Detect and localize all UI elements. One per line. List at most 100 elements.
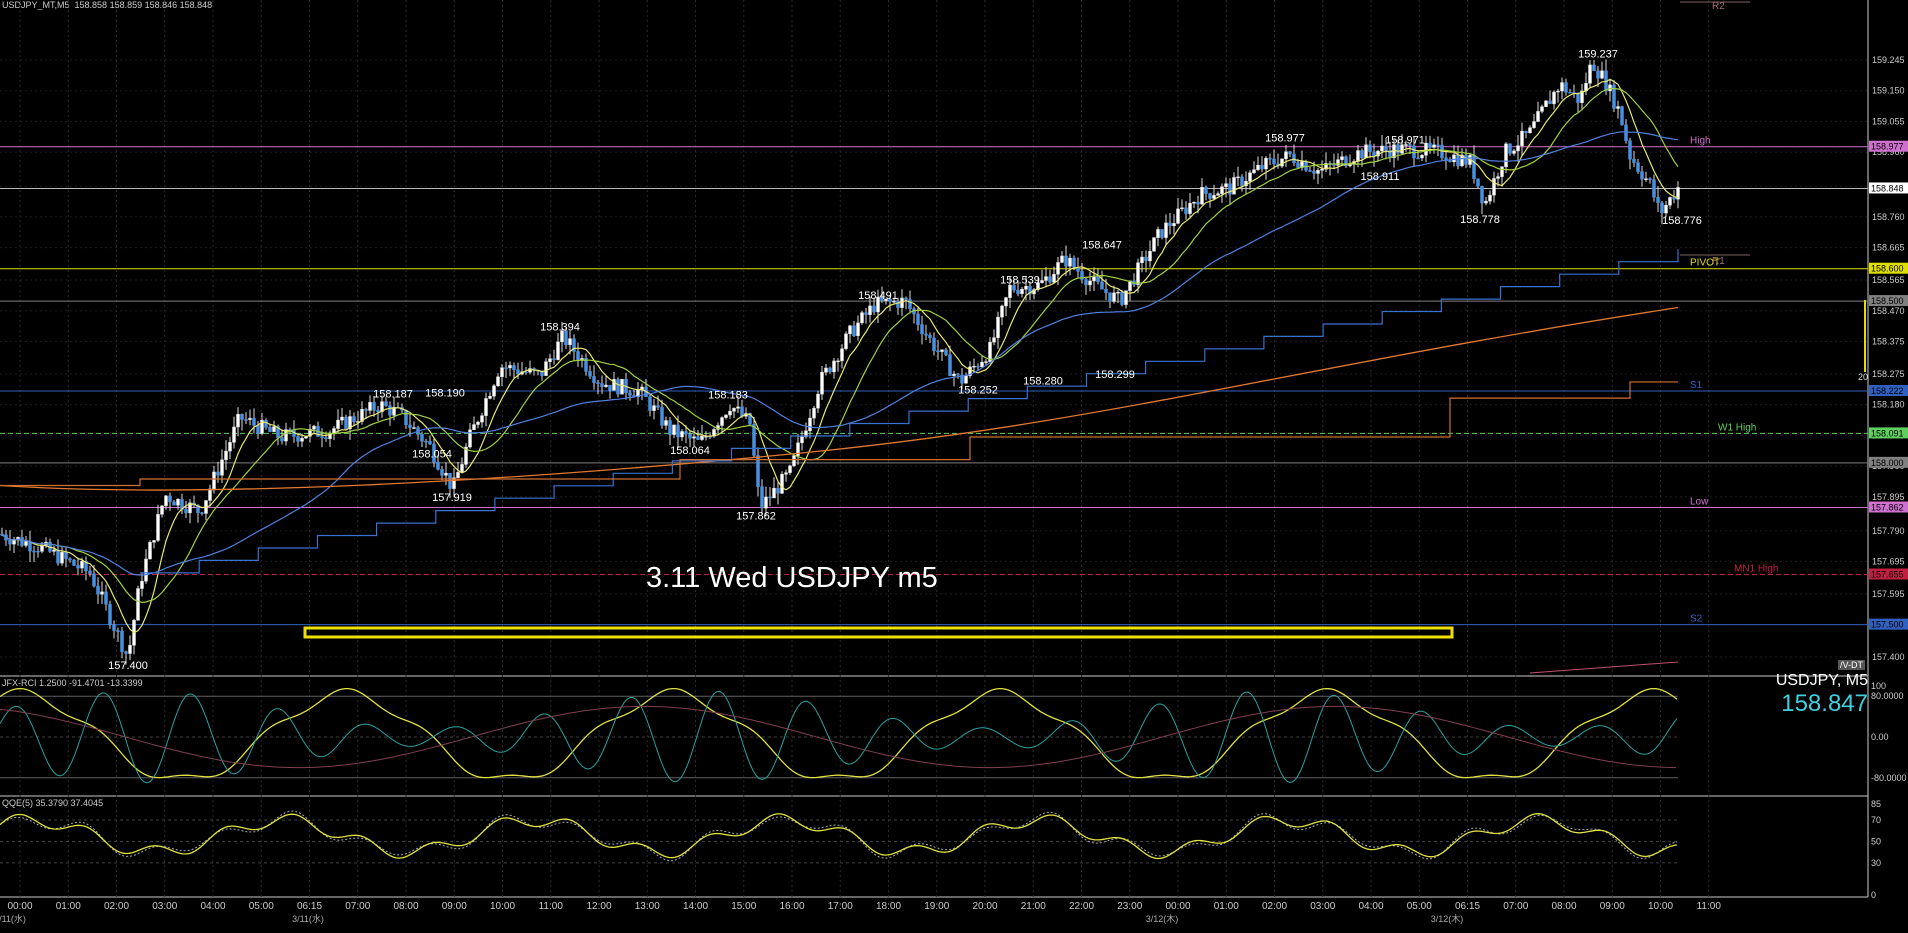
candle-body — [1096, 276, 1100, 283]
time-label: 00:00 — [7, 901, 32, 912]
candle-body — [80, 561, 84, 569]
candle-body — [1088, 280, 1092, 286]
candle-body — [76, 565, 80, 569]
rci-tick-label: -80.0000 — [1871, 773, 1907, 783]
price-tick-label: 158.470 — [1872, 306, 1905, 316]
candle-body — [492, 385, 496, 397]
stepped-trend-blue — [140, 249, 1679, 574]
time-label: 11:00 — [1697, 901, 1722, 912]
candle-body — [376, 410, 380, 412]
candle-body — [264, 420, 268, 428]
ohlc-readout: 158.858 158.859 158.846 158.848 — [74, 0, 213, 10]
candle-body — [1476, 178, 1480, 187]
candle-body — [1512, 150, 1516, 154]
candle-body — [1084, 279, 1088, 286]
candle-body — [596, 382, 600, 384]
time-label: 21:00 — [1021, 901, 1046, 912]
candle-body — [1544, 100, 1548, 107]
candle-body — [1560, 82, 1564, 92]
candle-body — [128, 645, 132, 654]
candle-body — [1292, 153, 1296, 164]
candle-body — [220, 459, 224, 476]
candle-body — [856, 322, 860, 336]
candle-body — [924, 333, 928, 336]
candle-body — [1136, 262, 1140, 285]
price-tick-label: 158.665 — [1872, 243, 1905, 253]
price-extreme-label: 158.183 — [708, 390, 748, 402]
candle-body — [1264, 157, 1268, 170]
candle-body — [584, 358, 588, 372]
candle-body — [1648, 178, 1652, 180]
time-label: 09:00 — [1600, 901, 1625, 912]
candle-body — [968, 366, 972, 376]
candle-body — [1152, 237, 1156, 252]
candle-body — [16, 537, 20, 541]
candle-body — [1272, 158, 1276, 165]
price-tick-label: 157.790 — [1872, 526, 1905, 536]
candle-body — [436, 461, 440, 470]
candle-body — [944, 349, 948, 355]
candle-body — [1464, 154, 1468, 165]
candle-body — [1184, 207, 1188, 214]
time-label: 14:00 — [683, 901, 708, 912]
candle-body — [1652, 179, 1656, 198]
candle-body — [1024, 285, 1028, 290]
time-label: 22:00 — [1069, 901, 1094, 912]
time-label: 20:00 — [972, 901, 997, 912]
candle-body — [1360, 150, 1364, 159]
time-label: 08:00 — [393, 901, 418, 912]
candle-body — [112, 624, 116, 631]
candle-body — [1356, 150, 1360, 162]
candle-body — [324, 437, 328, 439]
candle-body — [1108, 292, 1112, 302]
candle-body — [360, 408, 364, 422]
candle-body — [208, 488, 212, 501]
time-label: 10:00 — [1648, 901, 1673, 912]
candle-body — [896, 300, 900, 308]
candle-body — [56, 549, 60, 564]
candle-body — [300, 437, 304, 442]
candle-body — [980, 361, 984, 368]
candle-body — [1344, 156, 1348, 167]
price-extreme-label: 157.862 — [736, 511, 776, 523]
candle-body — [488, 395, 492, 399]
price-extreme-label: 158.911 — [1361, 171, 1400, 183]
candle-body — [1664, 204, 1668, 214]
level-price-tag — [1869, 262, 1908, 274]
time-label: 15:00 — [731, 901, 756, 912]
candle-body — [1044, 276, 1048, 281]
price-extreme-label: 158.394 — [540, 321, 580, 333]
candle-body — [40, 544, 44, 552]
candle-body — [340, 416, 344, 421]
candle-body — [992, 337, 996, 343]
qqe-tick-label: 30 — [1871, 858, 1881, 868]
time-label: 06:15 — [297, 901, 322, 912]
candle-body — [1576, 92, 1580, 103]
candle-body — [1640, 171, 1644, 180]
candle-body — [1600, 70, 1604, 79]
time-label: 13:00 — [635, 901, 660, 912]
price-tick-label: 158.275 — [1872, 369, 1905, 379]
candle-body — [1180, 207, 1184, 210]
candle-body — [1536, 111, 1540, 122]
candle-body — [1592, 64, 1596, 72]
price-extreme-label: 158.190 — [425, 387, 465, 399]
candle-body — [572, 338, 576, 352]
candle-body — [1164, 222, 1168, 238]
ma-fast-line — [1, 78, 1679, 634]
candle-body — [1432, 144, 1436, 148]
candle-body — [352, 416, 356, 422]
candle-body — [24, 541, 28, 546]
candle-body — [1168, 222, 1172, 227]
candle-body — [424, 440, 428, 443]
candle-body — [1012, 284, 1016, 291]
candle-body — [1224, 183, 1228, 187]
candle-body — [676, 424, 680, 438]
candle-body — [612, 379, 616, 391]
candle-body — [188, 502, 192, 514]
candle-body — [1412, 145, 1416, 159]
vdt-tag: /V-DT — [1838, 660, 1866, 670]
candle-body — [1436, 144, 1440, 147]
candle-body — [124, 651, 128, 654]
